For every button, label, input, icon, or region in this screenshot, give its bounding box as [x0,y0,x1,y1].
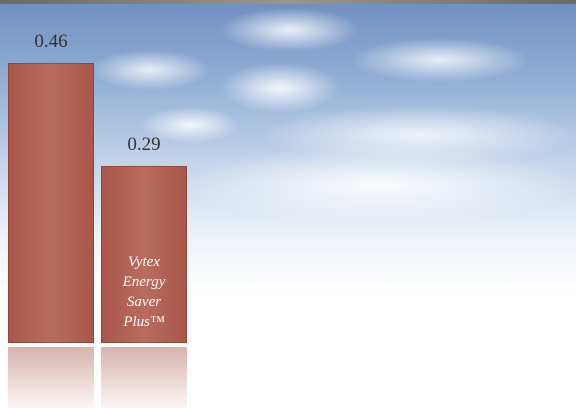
bar [101,166,187,343]
bar-reflection [8,347,94,408]
bar [8,63,94,343]
category-label: Vytex Energy Saver Plus™ [122,254,166,330]
top-strip [0,0,576,4]
bar-reflection [101,347,187,408]
value-label: 0.46 [34,31,68,52]
value-label: 0.29 [127,134,161,156]
